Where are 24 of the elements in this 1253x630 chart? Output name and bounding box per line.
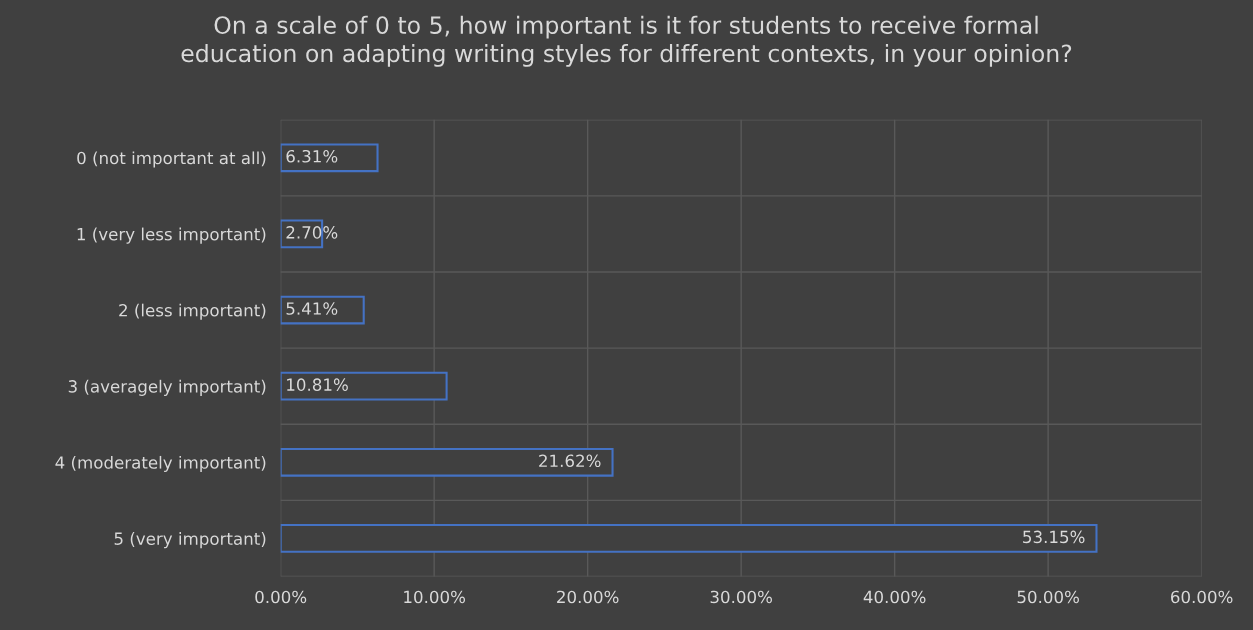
bar — [280, 295, 365, 325]
y-tick-label: 1 (very less important) — [77, 227, 266, 244]
bar — [280, 143, 379, 173]
x-tick-label: 20.00% — [557, 590, 619, 604]
y-tick-label: 3 (averagely important) — [68, 379, 266, 396]
y-tick-label: 2 (less important) — [119, 303, 266, 320]
data-label: 21.62% — [539, 454, 601, 468]
y-tick-label: 4 (moderately important) — [55, 455, 266, 473]
y-tick-label: 0 (not important at all) — [77, 151, 266, 168]
x-tick-label: 10.00% — [404, 590, 466, 604]
x-tick-label: 60.00% — [1171, 590, 1233, 604]
x-tick-label: 50.00% — [1017, 590, 1079, 604]
y-tick-label: 5 (very important) — [114, 532, 266, 549]
x-tick-label: 40.00% — [863, 590, 926, 604]
data-label: 6.31% — [286, 149, 338, 163]
chart-title: On a scale of 0 to 5, how important is it for students to receive formal education on adapting writing styles for different contexts, in your opinion? — [181, 15, 1072, 67]
data-label: 53.15% — [1023, 530, 1085, 544]
data-label: 10.81% — [287, 378, 348, 391]
bar — [280, 371, 448, 401]
data-label: 5.41% — [286, 302, 338, 315]
bar — [280, 524, 1098, 553]
x-tick-label: 30.00% — [710, 590, 772, 604]
x-tick-label: 0.00% — [255, 590, 307, 604]
bar — [280, 447, 614, 477]
